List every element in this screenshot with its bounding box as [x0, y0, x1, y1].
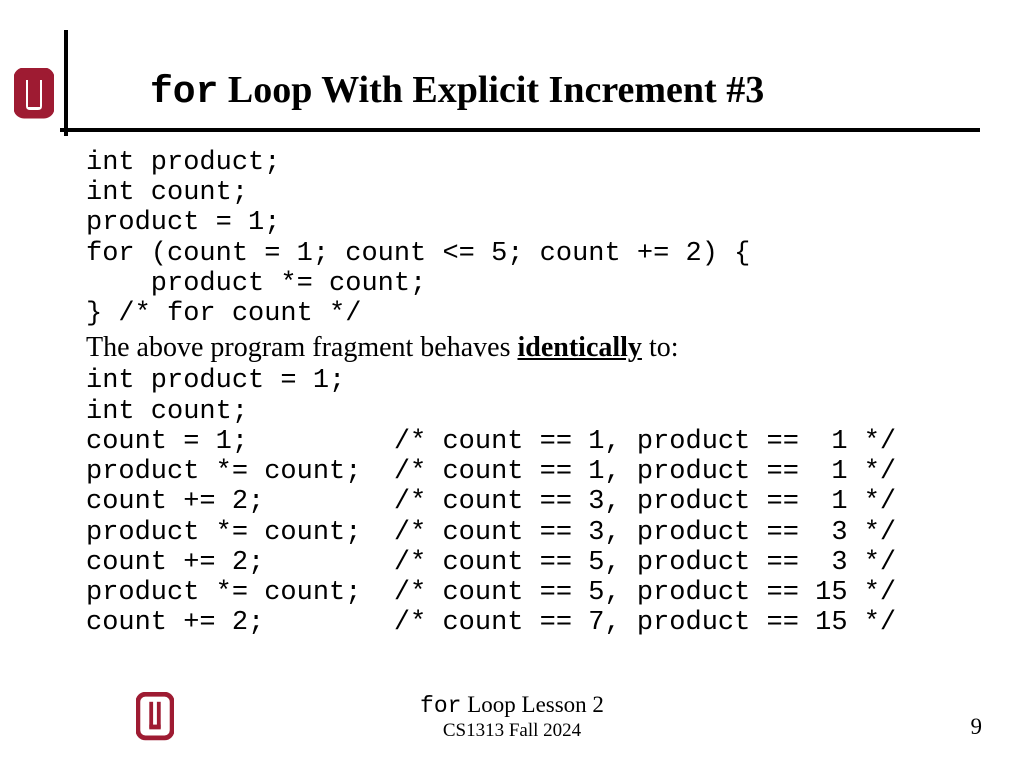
slide-content: int product; int count; product = 1; for… [86, 148, 966, 639]
slide: for Loop With Explicit Increment #3 int … [0, 0, 1024, 768]
title-keyword: for [150, 71, 218, 114]
footer-keyword: for [420, 693, 461, 719]
page-number: 9 [971, 714, 983, 740]
code-block-2: int product = 1; int count; count = 1; /… [86, 366, 966, 638]
header-rule-horizontal [60, 128, 980, 132]
title-rest: Loop With Explicit Increment #3 [218, 69, 764, 111]
prose-after: to: [642, 332, 679, 363]
code-block-1: int product; int count; product = 1; for… [86, 148, 966, 329]
footer-line-2: CS1313 Fall 2024 [0, 720, 1024, 742]
footer-line1-rest: Loop Lesson 2 [461, 692, 603, 717]
prose-before: The above program fragment behaves [86, 332, 517, 363]
header-rule-vertical [64, 30, 68, 136]
slide-title: for Loop With Explicit Increment #3 [150, 68, 764, 114]
footer-line-1: for Loop Lesson 2 [0, 692, 1024, 719]
prose-line: The above program fragment behaves ident… [86, 331, 966, 364]
prose-emph: identically [517, 332, 641, 363]
footer: for Loop Lesson 2 CS1313 Fall 2024 [0, 692, 1024, 742]
ou-logo-top-icon [14, 68, 54, 120]
